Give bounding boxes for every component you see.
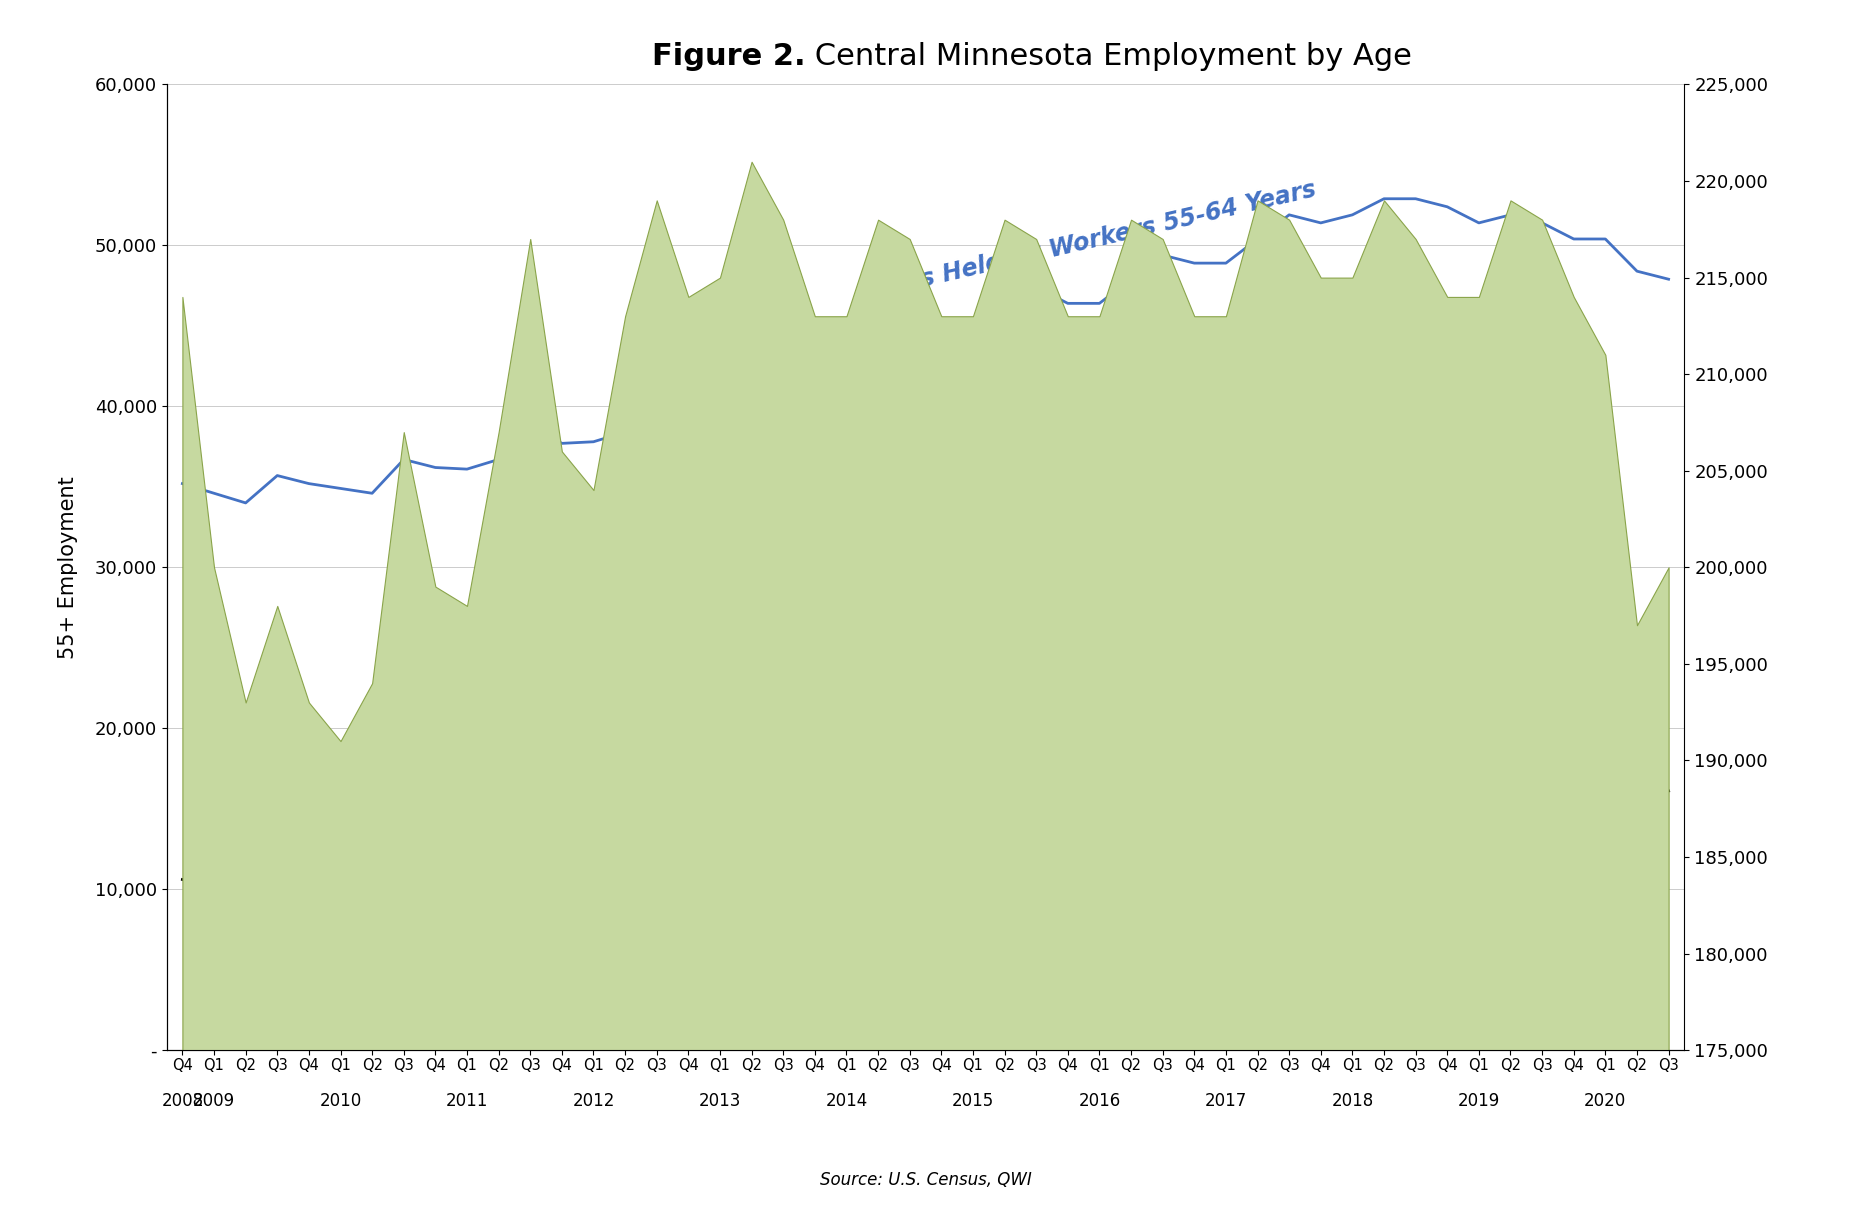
Text: 2014: 2014 [826,1092,868,1109]
Text: Source: U.S. Census, QWI: Source: U.S. Census, QWI [820,1171,1031,1189]
Text: 2012: 2012 [572,1092,615,1109]
Text: Jobs Held by Workers 14-54 Years: Jobs Held by Workers 14-54 Years [752,530,1198,616]
Text: 2016: 2016 [1079,1092,1120,1109]
Y-axis label: 55+ Employment: 55+ Employment [57,476,78,659]
Text: Central Minnesota Employment by Age: Central Minnesota Employment by Age [805,42,1412,71]
Text: 2018: 2018 [1331,1092,1373,1109]
Text: Jobs Held by Workers 55-64 Years: Jobs Held by Workers 55-64 Years [877,177,1320,302]
Text: 2010: 2010 [320,1092,361,1109]
Text: 2008: 2008 [161,1092,204,1109]
Text: Jobs Held by Workers 65+ Years: Jobs Held by Workers 65+ Years [942,659,1368,721]
Text: 2017: 2017 [1205,1092,1248,1109]
Text: 2019: 2019 [1459,1092,1499,1109]
Text: Figure 2.: Figure 2. [652,42,805,71]
Text: 2013: 2013 [700,1092,740,1109]
Text: 2009: 2009 [193,1092,235,1109]
Text: 2020: 2020 [1584,1092,1627,1109]
Text: 2015: 2015 [951,1092,994,1109]
Text: 2011: 2011 [446,1092,489,1109]
